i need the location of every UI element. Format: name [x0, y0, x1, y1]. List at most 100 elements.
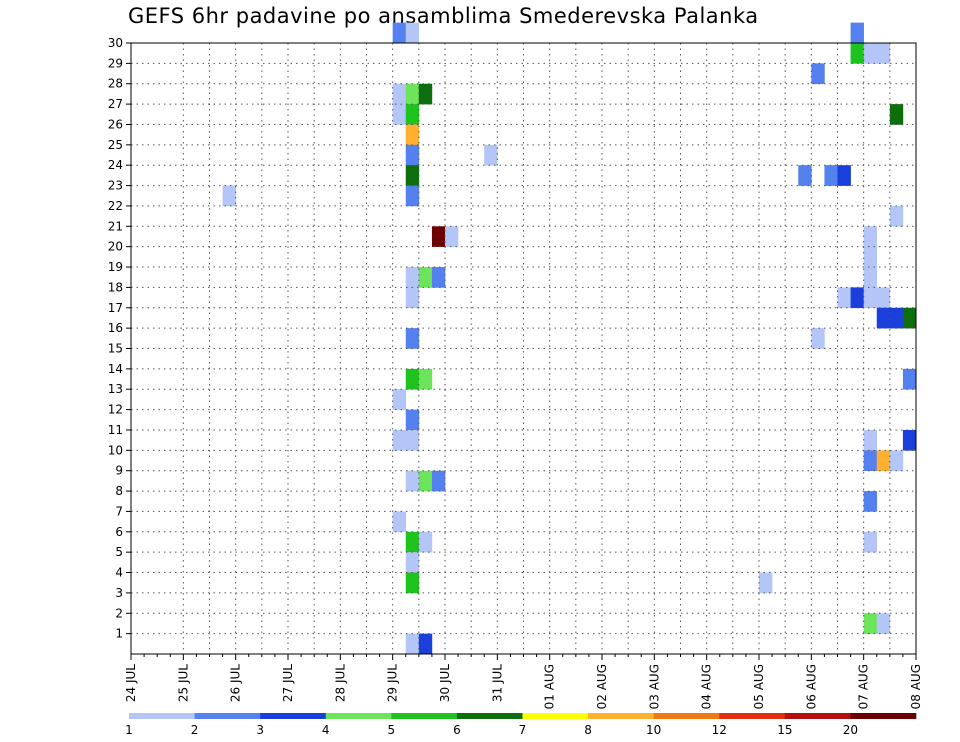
data-cell	[405, 165, 420, 186]
data-cell	[863, 267, 878, 288]
data-cell	[392, 83, 407, 105]
data-cell	[405, 22, 420, 44]
y-tick-label: 17	[108, 301, 123, 315]
data-cell	[863, 287, 878, 309]
legend-label: 10	[646, 723, 661, 737]
y-tick-label: 20	[108, 240, 123, 254]
data-cell	[405, 572, 420, 594]
legend-swatch	[194, 713, 261, 719]
data-cell	[902, 368, 917, 390]
data-cell	[392, 104, 407, 125]
legend-label: 3	[256, 723, 264, 737]
y-tick-label: 12	[108, 403, 123, 417]
legend-swatch	[588, 713, 654, 719]
y-tick-label: 5	[115, 545, 123, 559]
x-tick-label: 08 AUG	[909, 664, 923, 709]
data-cell	[484, 144, 498, 166]
legend-swatch	[719, 713, 786, 719]
x-axis: 24 JUL 25 JUL 26 JUL 27 JUL 28 JUL 29 JUL 30 J…	[124, 654, 923, 709]
data-cell	[405, 368, 420, 390]
data-cell	[392, 389, 407, 410]
data-cell	[759, 572, 773, 594]
data-cell	[418, 531, 433, 553]
data-cell	[405, 144, 420, 166]
y-tick-label: 18	[108, 280, 123, 294]
y-tick-label: 8	[115, 484, 123, 498]
data-cell	[392, 22, 407, 44]
y-tick-label: 2	[115, 606, 123, 620]
data-cell	[445, 226, 459, 247]
legend-label: 12	[712, 723, 727, 737]
x-tick-label: 31 JUL	[490, 664, 504, 702]
y-tick-label: 27	[108, 97, 123, 111]
y-tick-label: 10	[108, 443, 123, 457]
x-tick-label: 27 JUL	[281, 664, 295, 702]
y-tick-label: 26	[108, 117, 123, 131]
y-axis: 1234567891011121314151617181920212223242…	[108, 36, 131, 641]
legend-label: 15	[777, 723, 792, 737]
legend-swatch	[784, 713, 851, 719]
legend-label: 5	[388, 723, 396, 737]
data-cell	[405, 328, 420, 349]
y-tick-label: 29	[108, 56, 123, 70]
legend-swatch	[260, 713, 327, 719]
x-tick-label: 06 AUG	[804, 664, 818, 709]
data-cell	[902, 429, 917, 451]
data-cell	[418, 368, 433, 390]
x-tick-label: 05 AUG	[752, 664, 766, 709]
plot-frame	[130, 42, 917, 655]
y-tick-label: 23	[108, 179, 123, 193]
data-cell	[798, 165, 812, 186]
data-cell	[418, 83, 433, 105]
x-tick-label: 04 AUG	[700, 664, 714, 709]
legend-swatch	[391, 713, 458, 719]
data-cell	[405, 267, 420, 288]
data-cell	[405, 124, 420, 146]
data-cell	[837, 165, 851, 186]
legend-swatch	[522, 713, 589, 719]
data-cell	[405, 409, 420, 431]
cells-layer	[222, 22, 917, 655]
data-cell	[405, 104, 420, 125]
data-cell	[850, 22, 864, 44]
legend-label: 4	[322, 723, 330, 737]
data-cell	[405, 287, 420, 309]
y-tick-label: 21	[108, 219, 123, 233]
data-cell	[405, 83, 420, 105]
y-tick-label: 6	[115, 525, 123, 539]
data-cell	[811, 63, 825, 85]
y-tick-label: 13	[108, 382, 123, 396]
data-cell	[418, 470, 433, 492]
data-cell	[863, 613, 878, 634]
data-cell	[418, 633, 433, 655]
y-tick-label: 14	[108, 362, 123, 376]
data-cell	[863, 226, 878, 247]
data-cell	[405, 429, 420, 451]
y-tick-label: 15	[108, 342, 123, 356]
legend-swatch	[653, 713, 720, 719]
y-tick-label: 9	[115, 464, 123, 478]
data-cell	[876, 307, 891, 329]
data-cell	[418, 267, 433, 288]
data-cell	[889, 104, 904, 125]
legend-label: 8	[584, 723, 592, 737]
data-cell	[863, 491, 878, 512]
data-cell	[863, 450, 878, 471]
legend-label: 1	[125, 723, 133, 737]
x-tick-label: 02 AUG	[595, 664, 609, 709]
data-cell	[811, 328, 825, 349]
x-tick-label: 29 JUL	[386, 664, 400, 702]
data-cell	[876, 287, 891, 309]
x-tick-label: 25 JUL	[176, 664, 190, 702]
data-cell	[863, 43, 878, 64]
data-cell	[876, 613, 891, 634]
data-cell	[863, 429, 878, 451]
legend-label: 20	[843, 723, 858, 737]
y-tick-label: 3	[115, 586, 123, 600]
data-cell	[863, 246, 878, 268]
y-tick-label: 28	[108, 77, 123, 91]
data-cell	[850, 287, 864, 309]
data-cell	[850, 43, 864, 64]
data-cell	[889, 307, 904, 329]
